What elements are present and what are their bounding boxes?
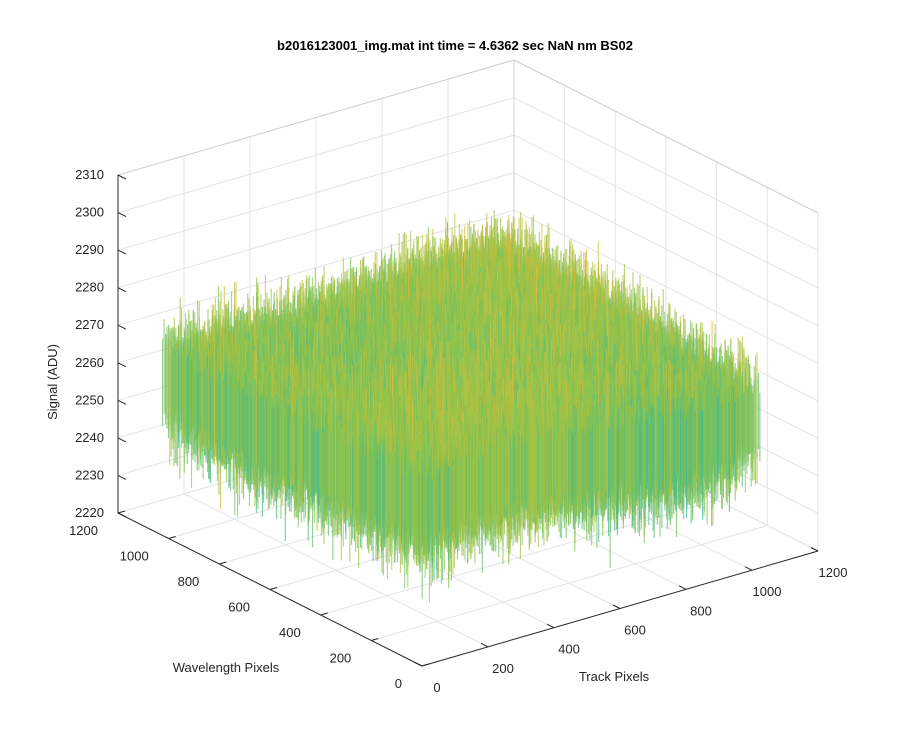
- surface-layer: [163, 210, 760, 602]
